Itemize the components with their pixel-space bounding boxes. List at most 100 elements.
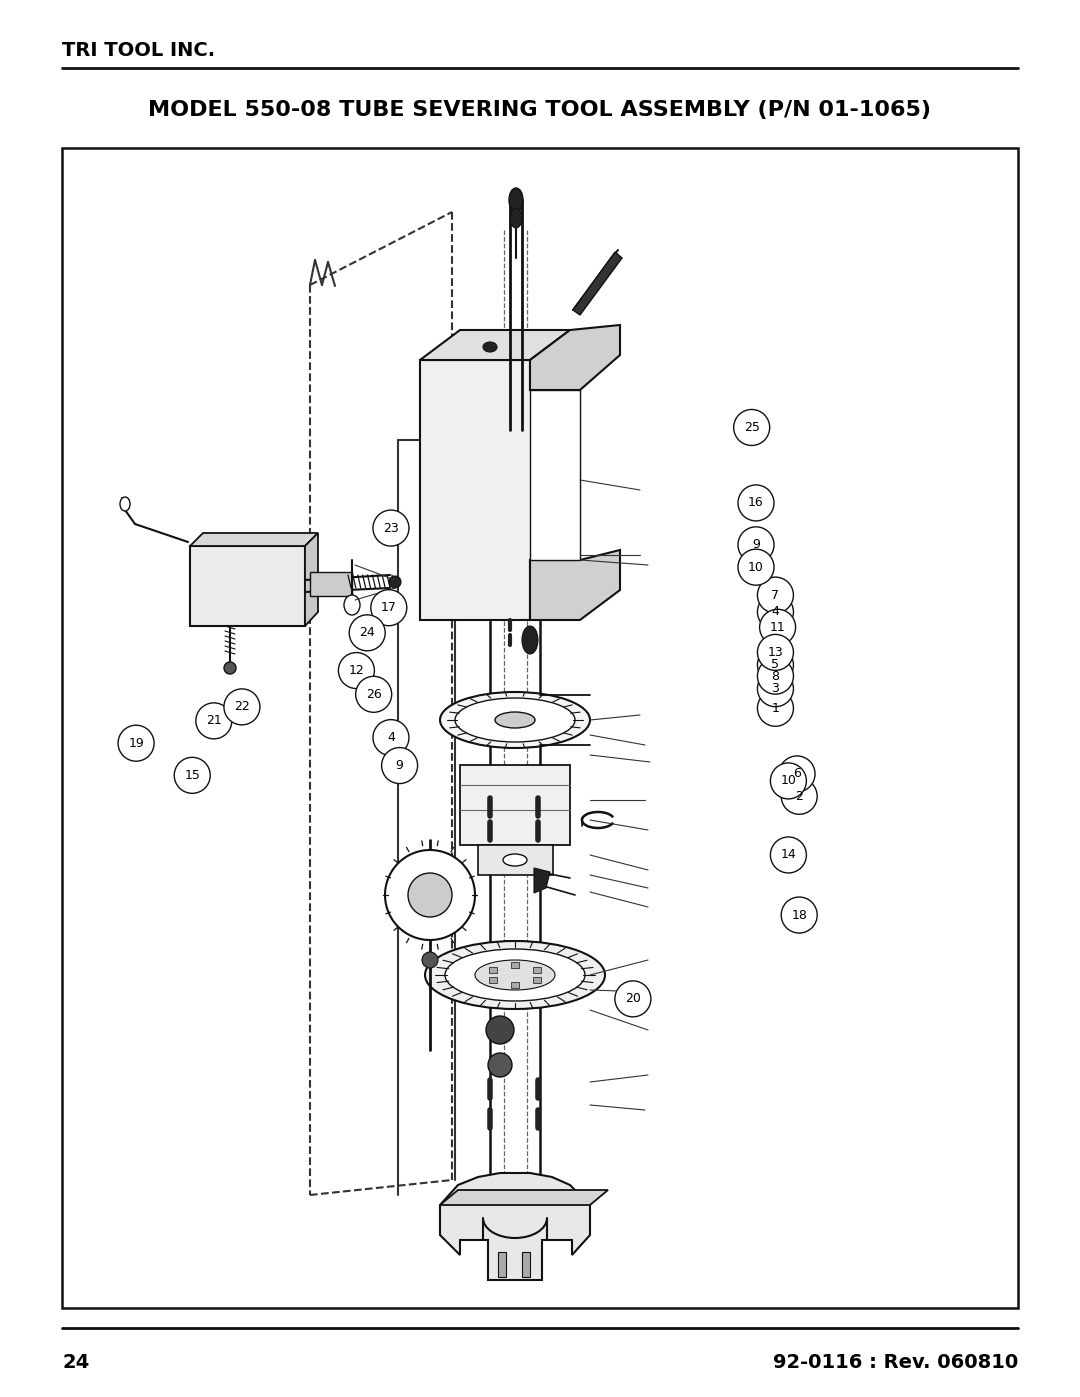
Text: MODEL 550-08 TUBE SEVERING TOOL ASSEMBLY (P/N 01-1065): MODEL 550-08 TUBE SEVERING TOOL ASSEMBLY… — [149, 101, 931, 120]
Ellipse shape — [475, 960, 555, 990]
Text: 20: 20 — [625, 992, 640, 1006]
Ellipse shape — [486, 1016, 514, 1044]
Circle shape — [770, 763, 807, 799]
Circle shape — [757, 690, 794, 726]
Ellipse shape — [522, 626, 538, 654]
Circle shape — [118, 725, 154, 761]
Text: 18: 18 — [792, 908, 807, 922]
Polygon shape — [534, 868, 550, 893]
Text: 11: 11 — [770, 620, 785, 634]
Text: 92-0116 : Rev. 060810: 92-0116 : Rev. 060810 — [773, 1352, 1018, 1372]
Text: 10: 10 — [748, 560, 764, 574]
Text: 22: 22 — [234, 700, 249, 714]
Circle shape — [224, 689, 260, 725]
Bar — [460, 766, 570, 845]
Circle shape — [757, 647, 794, 683]
Ellipse shape — [345, 595, 360, 615]
Circle shape — [757, 634, 794, 671]
Text: 12: 12 — [349, 664, 364, 678]
Circle shape — [738, 527, 774, 563]
Circle shape — [757, 671, 794, 707]
Circle shape — [195, 703, 232, 739]
Circle shape — [757, 658, 794, 694]
Bar — [190, 546, 305, 626]
Ellipse shape — [389, 576, 401, 588]
Text: 8: 8 — [771, 669, 780, 683]
Ellipse shape — [503, 854, 527, 866]
Circle shape — [733, 409, 770, 446]
Text: 10: 10 — [781, 774, 796, 788]
Circle shape — [373, 719, 409, 756]
Ellipse shape — [510, 208, 522, 228]
Ellipse shape — [483, 342, 497, 352]
Bar — [489, 977, 498, 983]
Text: TRI TOOL INC.: TRI TOOL INC. — [62, 41, 215, 60]
Text: 4: 4 — [771, 605, 780, 619]
Polygon shape — [420, 360, 580, 620]
Ellipse shape — [384, 849, 475, 940]
Text: 21: 21 — [206, 714, 221, 728]
Text: 23: 23 — [383, 521, 399, 535]
Ellipse shape — [488, 1053, 512, 1077]
Circle shape — [757, 594, 794, 630]
Circle shape — [781, 778, 818, 814]
Text: 2: 2 — [795, 789, 804, 803]
Text: 9: 9 — [395, 759, 404, 773]
Ellipse shape — [120, 497, 130, 511]
Text: 26: 26 — [366, 687, 381, 701]
Text: 5: 5 — [771, 658, 780, 672]
Bar — [511, 982, 519, 988]
Polygon shape — [530, 326, 620, 390]
Text: 1: 1 — [771, 701, 780, 715]
Text: 4: 4 — [387, 731, 395, 745]
Circle shape — [770, 837, 807, 873]
Text: 6: 6 — [793, 767, 801, 781]
Circle shape — [738, 485, 774, 521]
Circle shape — [174, 757, 211, 793]
Bar — [532, 967, 541, 972]
Ellipse shape — [440, 692, 590, 747]
Text: 24: 24 — [62, 1352, 90, 1372]
Text: 16: 16 — [748, 496, 764, 510]
Text: 9: 9 — [752, 538, 760, 552]
Text: 15: 15 — [185, 768, 200, 782]
Bar — [62, 148, 1018, 1308]
Text: 24: 24 — [360, 626, 375, 640]
Polygon shape — [420, 330, 570, 360]
Circle shape — [373, 510, 409, 546]
Ellipse shape — [455, 698, 575, 742]
Text: 3: 3 — [771, 682, 780, 696]
Bar — [530, 390, 580, 560]
Circle shape — [759, 609, 796, 645]
Polygon shape — [440, 1173, 590, 1280]
Circle shape — [338, 652, 375, 689]
Circle shape — [355, 676, 392, 712]
Bar — [511, 963, 519, 968]
Polygon shape — [305, 534, 318, 626]
Polygon shape — [190, 534, 318, 546]
Ellipse shape — [408, 873, 453, 916]
Ellipse shape — [422, 951, 438, 968]
Ellipse shape — [445, 949, 585, 1002]
Ellipse shape — [426, 942, 605, 1009]
Polygon shape — [530, 550, 620, 620]
Polygon shape — [440, 1190, 608, 1206]
Bar — [532, 977, 541, 983]
Bar — [478, 845, 553, 875]
Text: 19: 19 — [129, 736, 144, 750]
Ellipse shape — [495, 712, 535, 728]
Circle shape — [381, 747, 418, 784]
Ellipse shape — [509, 189, 523, 212]
Bar — [498, 1252, 507, 1277]
Circle shape — [781, 897, 818, 933]
Ellipse shape — [224, 662, 237, 673]
Bar — [522, 1252, 530, 1277]
Circle shape — [738, 549, 774, 585]
Text: 25: 25 — [744, 420, 759, 434]
Circle shape — [370, 590, 407, 626]
Polygon shape — [573, 251, 622, 314]
Text: 7: 7 — [771, 588, 780, 602]
Text: 17: 17 — [381, 601, 396, 615]
Text: 14: 14 — [781, 848, 796, 862]
Circle shape — [615, 981, 651, 1017]
